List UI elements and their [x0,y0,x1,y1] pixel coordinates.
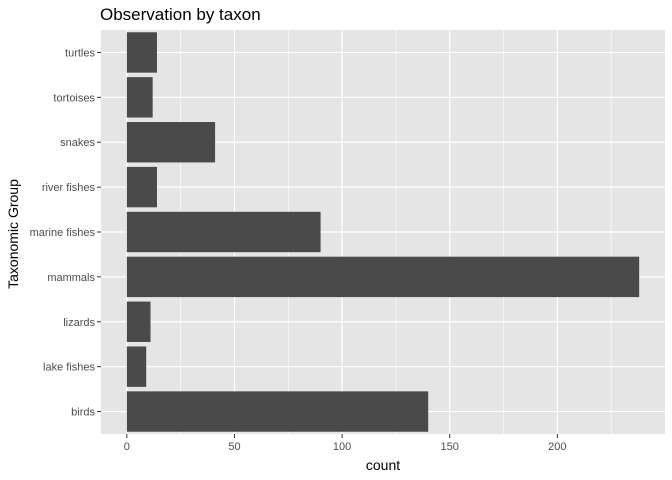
x-tick-label: 0 [124,441,130,453]
bar-lizards [126,301,151,342]
chart-title: Observation by taxon [100,5,261,24]
bar-mammals [126,256,640,298]
x-tick-label: 50 [228,441,240,453]
y-tick-label: marine fishes [30,227,96,239]
y-tick-label: lizards [63,317,95,329]
y-tick-label: birds [71,407,95,419]
x-axis: 0 50 100 150 200 [124,434,567,453]
y-tick-label: lake fishes [43,362,95,374]
y-tick-label: river fishes [42,182,96,194]
y-tick-label: turtles [65,47,95,59]
x-tick-label: 200 [548,441,566,453]
y-tick-label: snakes [60,137,95,149]
x-tick-label: 100 [333,441,351,453]
bar-river-fishes [126,166,157,208]
y-tick-label: mammals [47,272,95,284]
bar-marine-fishes [126,211,321,253]
y-axis-title: Taxonomic Group [5,179,21,289]
x-tick-label: 150 [441,441,459,453]
bar-tortoises [126,77,153,118]
bar-lake-fishes [126,346,147,387]
y-tick-label: tortoises [53,92,95,104]
bar-birds [126,391,429,432]
x-axis-title: count [366,457,400,473]
y-axis: birds lake fishes lizards mammals marine fis… [30,47,101,419]
bar-turtles [126,32,157,73]
bars [126,32,640,432]
bar-snakes [126,122,216,163]
